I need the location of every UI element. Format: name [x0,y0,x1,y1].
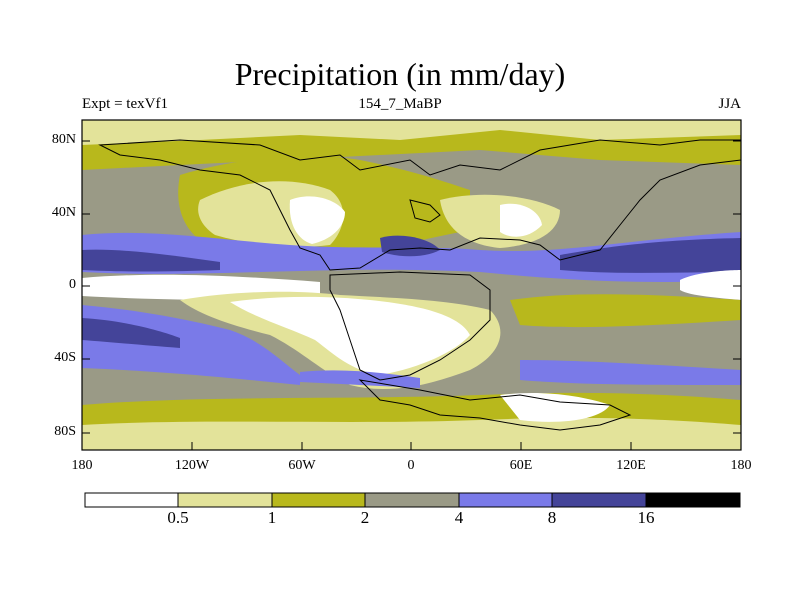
x-label-120w: 120W [174,458,210,473]
antarctic-dry [500,393,610,422]
map-title: Precipitation (in mm/day) [234,56,566,92]
x-ticks [81,442,742,450]
x-label-60e: 60E [509,458,533,473]
x-label-60w: 60W [288,458,316,473]
na-dry [289,196,345,244]
y-label-40s: 40S [54,350,76,365]
colorbar-box-4 [458,492,553,508]
colorbar-box-3 [364,492,460,508]
colorbar-box-6 [645,492,741,508]
band-south-light [82,417,741,450]
colorbar-box-1 [177,492,273,508]
x-label-0: 0 [407,458,415,473]
colorbar [84,492,741,508]
band-north-light [82,120,741,145]
asia-dry [500,203,542,237]
south-wet-mid [300,370,420,388]
colorbar-label-8: 8 [547,508,557,527]
precip-field [82,120,741,450]
tropical-heavy-mid [380,235,440,257]
south-wet-west [82,305,300,385]
season-label: JJA [718,96,741,112]
continent-outlines [98,139,741,431]
x-label-120e: 120E [616,458,646,473]
south-dry [230,296,470,375]
colorbar-box-0 [84,492,179,508]
south-heavy-west [82,318,180,348]
x-label-180w: 180 [71,458,93,473]
x-label-180e: 180 [730,458,752,473]
southern-continent-outline [329,271,491,381]
colorbar-label-1: 1 [267,508,277,527]
y-label-80n: 80N [51,132,76,147]
tropical-heavy-west [82,249,220,272]
southern-landmass-outline [358,379,632,431]
colorbar-label-0-5: 0.5 [167,508,189,527]
y-ticks [82,140,741,434]
colorbar-label-2: 2 [360,508,370,527]
south-wet-east [520,360,741,385]
tropical-heavy-east [560,238,741,273]
period-label: 154_7_MaBP [358,96,442,112]
equatorial-dry-east [680,270,741,300]
island-outline [409,199,441,223]
colorbar-label-16: 16 [637,508,655,527]
y-label-0: 0 [69,277,76,292]
colorbar-label-4: 4 [454,508,464,527]
south-moderate-east [510,294,741,328]
y-label-40n: 40N [51,205,76,220]
experiment-label: Expt = texVf1 [82,96,168,112]
colorbar-box-2 [271,492,366,508]
y-label-80s: 80S [54,424,76,439]
northern-landmass-outline [98,139,741,271]
colorbar-box-5 [551,492,647,508]
